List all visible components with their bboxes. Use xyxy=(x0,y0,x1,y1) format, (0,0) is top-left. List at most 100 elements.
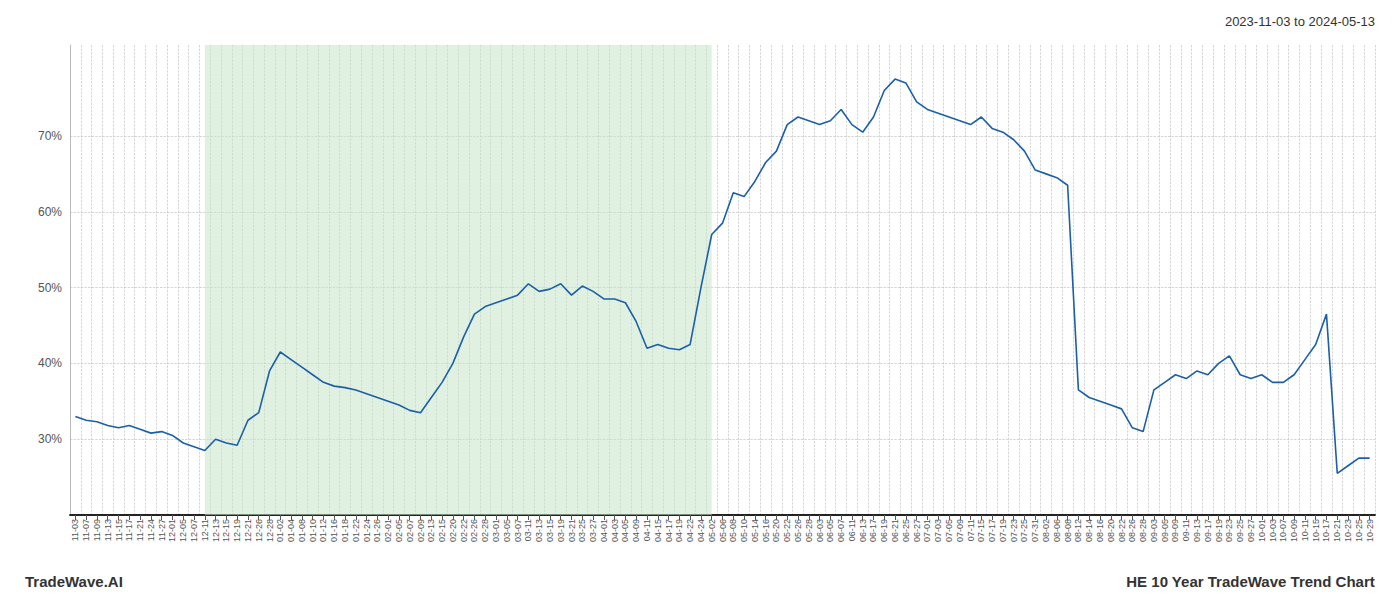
svg-text:11-13: 11-13 xyxy=(103,519,113,541)
svg-text:05-26: 05-26 xyxy=(793,519,803,542)
svg-text:02-22: 02-22 xyxy=(459,519,469,542)
svg-text:10-23: 10-23 xyxy=(1343,519,1353,542)
svg-text:12-26: 12-26 xyxy=(254,519,264,542)
svg-text:10-17: 10-17 xyxy=(1321,519,1331,542)
svg-text:60%: 60% xyxy=(38,205,62,219)
svg-text:04-01: 04-01 xyxy=(599,519,609,542)
svg-text:08-16: 08-16 xyxy=(1095,519,1105,542)
svg-text:07-03: 07-03 xyxy=(933,519,943,542)
svg-text:07-25: 07-25 xyxy=(1019,519,1029,542)
svg-text:11-15: 11-15 xyxy=(114,519,124,541)
svg-text:02-13: 02-13 xyxy=(426,519,436,542)
svg-text:10-29: 10-29 xyxy=(1365,519,1375,542)
svg-text:08-14: 08-14 xyxy=(1084,519,1094,542)
svg-text:09-19: 09-19 xyxy=(1214,519,1224,542)
svg-text:09-09: 09-09 xyxy=(1170,519,1180,542)
svg-text:08-20: 08-20 xyxy=(1106,519,1116,542)
svg-text:07-15: 07-15 xyxy=(976,519,986,542)
svg-text:06-25: 06-25 xyxy=(901,519,911,542)
svg-text:09-05: 09-05 xyxy=(1160,519,1170,542)
svg-text:09-13: 09-13 xyxy=(1192,519,1202,542)
svg-text:06-19: 06-19 xyxy=(879,519,889,542)
svg-text:08-08: 08-08 xyxy=(1063,519,1073,542)
svg-text:11-24: 11-24 xyxy=(146,519,156,541)
svg-text:02-09: 02-09 xyxy=(416,519,426,542)
svg-text:HE 10 Year TradeWave Trend Cha: HE 10 Year TradeWave Trend Chart xyxy=(1126,573,1374,590)
svg-text:04-11: 04-11 xyxy=(642,519,652,541)
svg-text:08-26: 08-26 xyxy=(1127,519,1137,542)
svg-text:07-19: 07-19 xyxy=(998,519,1008,542)
svg-text:50%: 50% xyxy=(38,281,62,295)
svg-text:11-21: 11-21 xyxy=(135,519,145,541)
svg-text:02-01: 02-01 xyxy=(383,519,393,542)
svg-text:11-07: 11-07 xyxy=(81,519,91,541)
svg-text:11-09: 11-09 xyxy=(92,519,102,541)
svg-text:03-01: 03-01 xyxy=(491,519,501,542)
svg-text:TradeWave.AI: TradeWave.AI xyxy=(25,573,123,590)
svg-text:02-05: 02-05 xyxy=(394,519,404,542)
svg-text:10-09: 10-09 xyxy=(1289,519,1299,542)
svg-text:08-28: 08-28 xyxy=(1138,519,1148,542)
svg-text:05-02: 05-02 xyxy=(707,519,717,542)
svg-text:10-15: 10-15 xyxy=(1311,519,1321,542)
svg-text:02-20: 02-20 xyxy=(448,519,458,542)
svg-text:09-03: 09-03 xyxy=(1149,519,1159,542)
svg-text:01-24: 01-24 xyxy=(362,519,372,542)
svg-text:03-19: 03-19 xyxy=(556,519,566,542)
svg-text:09-23: 09-23 xyxy=(1224,519,1234,542)
svg-text:12-21: 12-21 xyxy=(243,519,253,542)
svg-text:02-26: 02-26 xyxy=(469,519,479,542)
svg-text:04-19: 04-19 xyxy=(674,519,684,542)
svg-text:08-02: 08-02 xyxy=(1041,519,1051,542)
svg-text:07-17: 07-17 xyxy=(987,519,997,542)
svg-text:05-16: 05-16 xyxy=(761,519,771,542)
svg-text:05-06: 05-06 xyxy=(718,519,728,542)
svg-text:09-17: 09-17 xyxy=(1203,519,1213,542)
svg-text:12-11: 12-11 xyxy=(200,519,210,541)
svg-text:10-03: 10-03 xyxy=(1268,519,1278,542)
svg-text:06-05: 06-05 xyxy=(825,519,835,542)
svg-text:06-11: 06-11 xyxy=(847,519,857,541)
svg-text:10-21: 10-21 xyxy=(1332,519,1342,542)
svg-text:08-22: 08-22 xyxy=(1117,519,1127,542)
svg-text:04-09: 04-09 xyxy=(631,519,641,542)
svg-text:05-08: 05-08 xyxy=(728,519,738,542)
svg-text:01-18: 01-18 xyxy=(340,519,350,542)
svg-text:01-26: 01-26 xyxy=(372,519,382,542)
svg-text:08-06: 08-06 xyxy=(1052,519,1062,542)
svg-text:11-03: 11-03 xyxy=(70,519,80,541)
svg-text:06-21: 06-21 xyxy=(890,519,900,542)
svg-text:06-13: 06-13 xyxy=(858,519,868,542)
svg-text:06-27: 06-27 xyxy=(912,519,922,542)
svg-text:06-07: 06-07 xyxy=(836,519,846,542)
svg-text:01-16: 01-16 xyxy=(329,519,339,542)
svg-text:03-25: 03-25 xyxy=(577,519,587,542)
svg-text:04-17: 04-17 xyxy=(664,519,674,542)
svg-text:10-07: 10-07 xyxy=(1278,519,1288,542)
svg-text:01-22: 01-22 xyxy=(351,519,361,542)
svg-text:05-20: 05-20 xyxy=(771,519,781,542)
svg-text:2023-11-03 to 2024-05-13: 2023-11-03 to 2024-05-13 xyxy=(1225,14,1375,29)
svg-text:12-01: 12-01 xyxy=(167,519,177,542)
svg-text:05-22: 05-22 xyxy=(782,519,792,542)
svg-text:02-28: 02-28 xyxy=(480,519,490,542)
svg-text:11-17: 11-17 xyxy=(124,519,134,541)
svg-text:03-13: 03-13 xyxy=(534,519,544,542)
svg-text:03-11: 03-11 xyxy=(523,519,533,541)
svg-text:12-15: 12-15 xyxy=(221,519,231,542)
svg-text:09-27: 09-27 xyxy=(1246,519,1256,542)
svg-text:10-01: 10-01 xyxy=(1257,519,1267,542)
svg-text:12-13: 12-13 xyxy=(211,519,221,542)
svg-text:03-21: 03-21 xyxy=(567,519,577,542)
svg-text:03-07: 03-07 xyxy=(513,519,523,542)
svg-text:07-11: 07-11 xyxy=(966,519,976,541)
svg-text:03-27: 03-27 xyxy=(588,519,598,542)
svg-text:10-25: 10-25 xyxy=(1354,519,1364,542)
svg-text:04-15: 04-15 xyxy=(653,519,663,542)
svg-text:12-05: 12-05 xyxy=(178,519,188,542)
svg-text:01-02: 01-02 xyxy=(275,519,285,542)
svg-text:01-08: 01-08 xyxy=(297,519,307,542)
svg-text:07-01: 07-01 xyxy=(922,519,932,542)
svg-text:07-09: 07-09 xyxy=(955,519,965,542)
svg-text:06-03: 06-03 xyxy=(815,519,825,542)
